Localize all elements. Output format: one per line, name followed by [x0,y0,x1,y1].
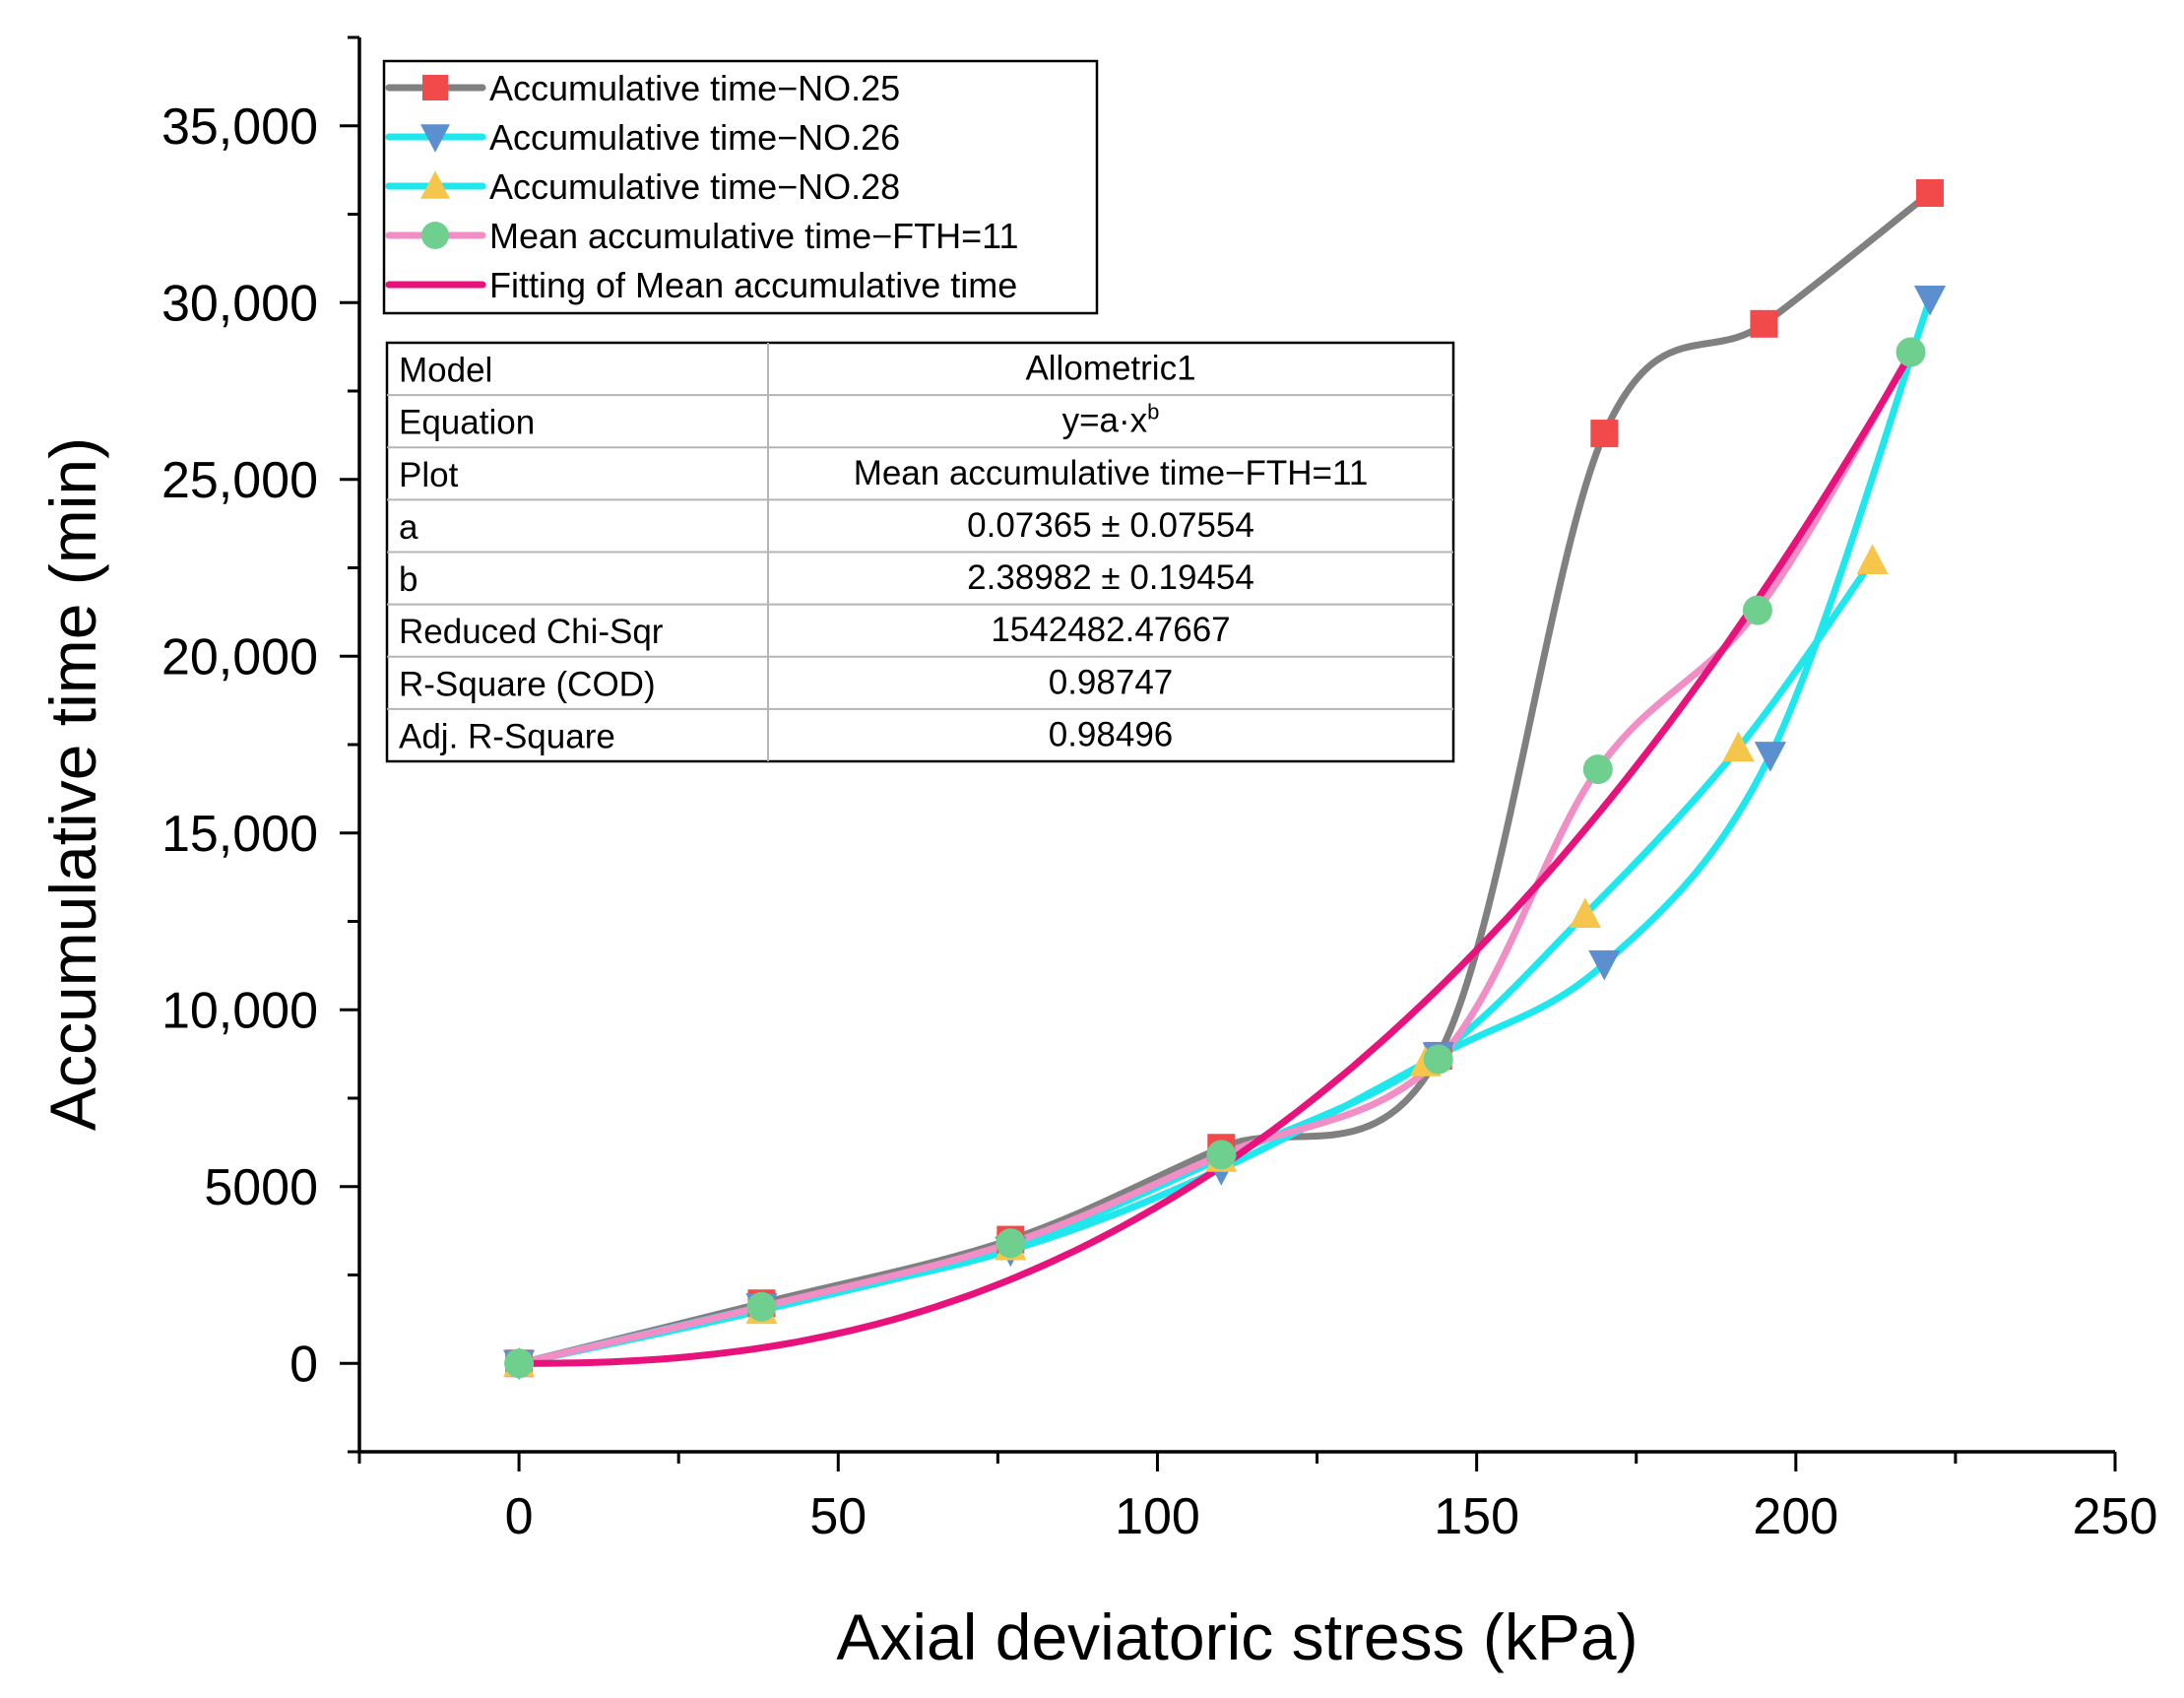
data-point-series-4 [996,1228,1026,1259]
fit-table-label: Reduced Chi-Sqr [399,613,664,651]
legend: Accumulative time−NO.25 Accumulative time… [382,59,1099,315]
data-point-series-4 [1582,754,1613,785]
data-point-series-3 [1569,897,1601,929]
fit-table-value: Allometric1 [1025,350,1195,388]
fit-table-label: Model [399,352,492,390]
fit-table-value: 2.38982 ± 0.19454 [967,558,1254,597]
data-point-series-4 [504,1348,535,1379]
series-layer [502,178,1947,1381]
fit-table-value: Mean accumulative time−FTH=11 [854,454,1369,492]
data-point-series-2 [1913,285,1947,316]
fit-table-value: 0.98747 [1049,663,1174,701]
legend-label: Accumulative time−NO.25 [489,68,900,108]
legend-label: Fitting of Mean accumulative time [489,265,1017,305]
legend-marker [422,75,448,100]
fit-table: Model Allometric1 Equation y=a·xb Plot Mean a… [385,341,1455,763]
axes: 0 50 100 150 200 250 0 5000 10,000 15,000 20,000 25… [36,35,2158,1673]
fit-table-label: Plot [399,456,459,494]
fit-table-value: 0.07365 ± 0.07554 [967,506,1254,545]
series-line-4 [515,349,1914,1367]
x-tick-label: 250 [2073,1488,2158,1545]
legend-marker [420,124,450,153]
x-tick-label: 200 [1753,1488,1838,1545]
x-axis-title: Axial deviatoric stress (kPa) [836,1600,1638,1673]
fit-table-superscript: b [1147,400,1159,424]
fit-table-value: 1542482.47667 [991,611,1230,649]
x-tick-label: 0 [505,1488,534,1545]
y-tick-label: 0 [289,1336,318,1393]
data-point-series-3 [1856,544,1889,575]
data-point-series-4 [1206,1140,1237,1170]
series-line-3 [515,556,1877,1367]
legend-label: Accumulative time−NO.28 [489,166,900,207]
data-point-series-4 [1423,1044,1453,1075]
y-tick-label: 20,000 [161,628,318,686]
y-tick-label: 15,000 [161,806,318,863]
data-point-series-3 [1722,731,1755,762]
data-point-series-1 [1590,420,1619,448]
y-tick-label: 25,000 [161,452,318,509]
y-tick-label: 35,000 [161,98,318,156]
y-axis-title: Accumulative time (min) [36,437,109,1131]
series-line-1 [515,189,1934,1367]
legend-box [382,59,1099,315]
data-point-series-4 [1895,337,1926,367]
fit-table-label: Adj. R-Square [399,717,615,755]
legend-label: Accumulative time−NO.26 [489,117,900,158]
fit-table-label: Equation [399,404,535,442]
fit-table-value: y=a·xb [1062,400,1160,440]
legend-marker [420,170,450,199]
y-tick-label: 30,000 [161,275,318,332]
legend-label: Mean accumulative time−FTH=11 [489,216,1019,256]
data-point-series-2 [1754,742,1786,772]
data-point-series-1 [1915,178,1944,207]
data-point-series-4 [1742,595,1772,625]
fit-table-label: b [399,560,418,599]
y-tick-label: 10,000 [161,982,318,1039]
x-tick-label: 50 [809,1488,867,1545]
fit-table-label: R-Square (COD) [399,665,656,703]
x-tick-label: 150 [1434,1488,1519,1545]
data-point-series-2 [1588,949,1621,981]
data-point-series-4 [746,1291,777,1322]
data-point-series-1 [1750,309,1778,338]
fit-table-value: 0.98496 [1049,715,1174,753]
x-tick-label: 100 [1115,1488,1200,1545]
y-tick-label: 5000 [204,1159,318,1216]
legend-marker [421,222,449,249]
fit-table-label: a [399,508,418,547]
